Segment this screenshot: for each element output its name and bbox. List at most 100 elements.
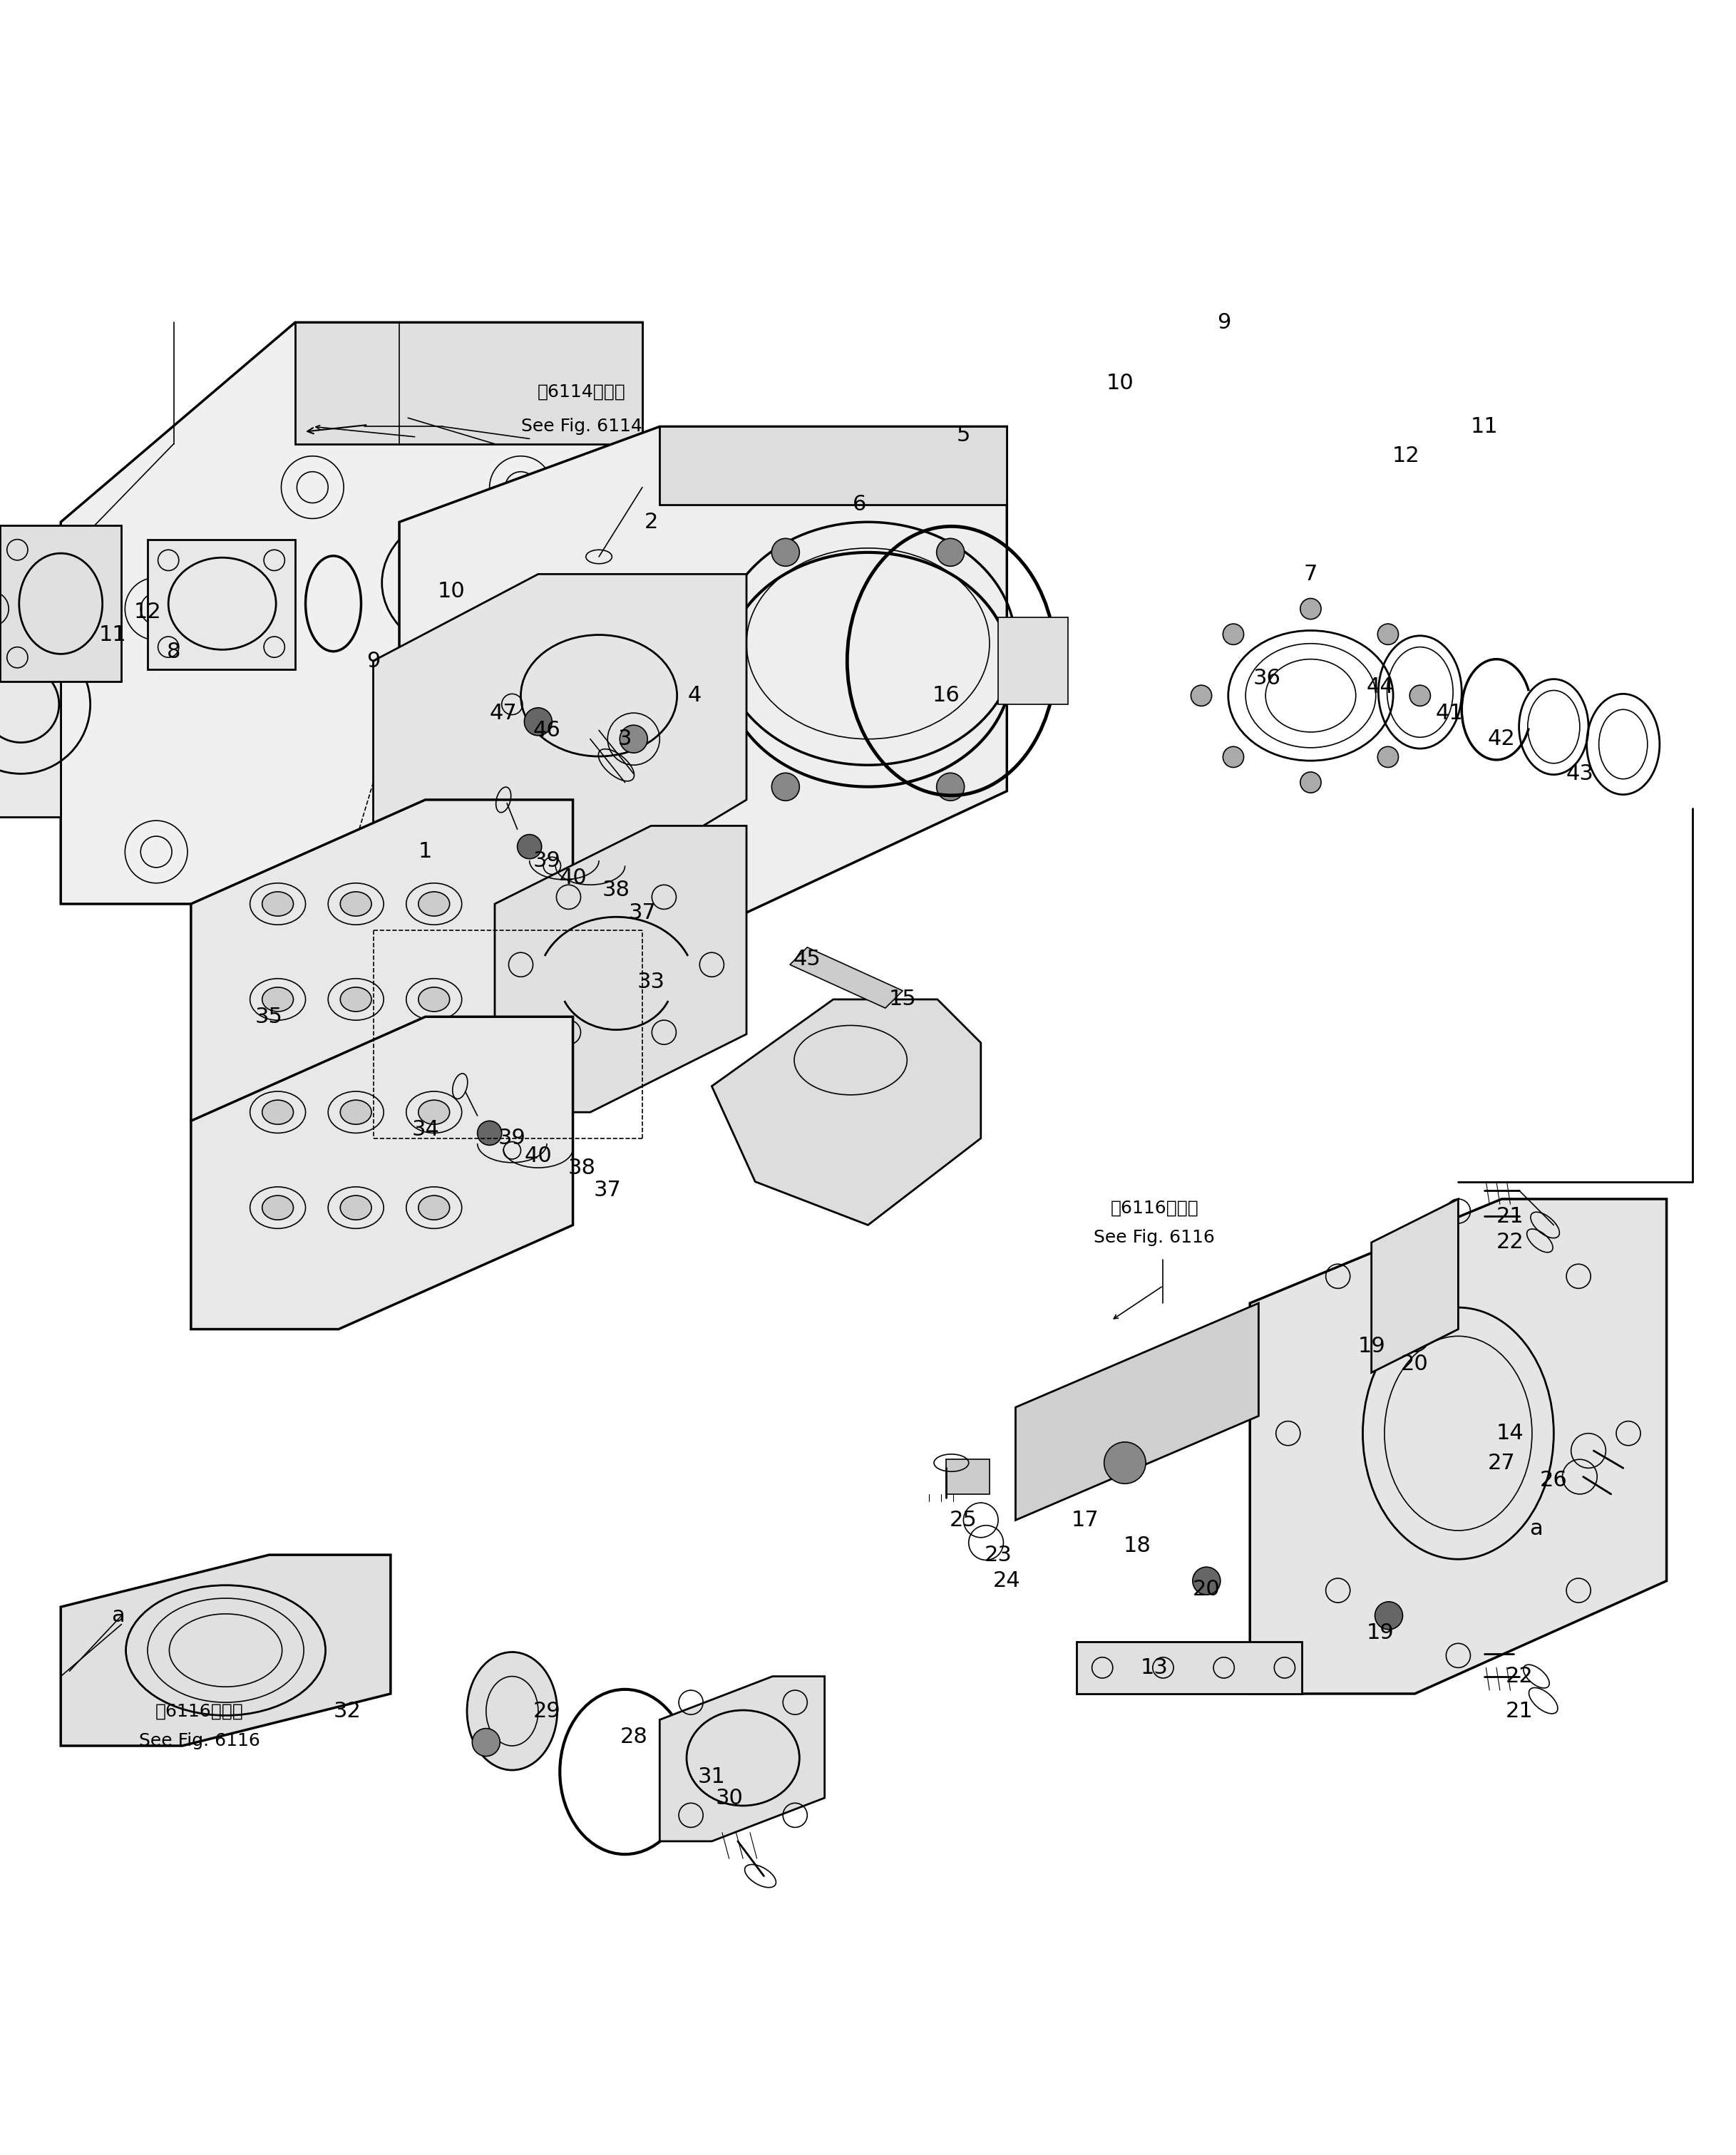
Text: 7: 7: [1304, 565, 1318, 584]
Bar: [946, 1459, 990, 1493]
Polygon shape: [660, 427, 1007, 504]
Circle shape: [1375, 1601, 1403, 1629]
Ellipse shape: [262, 892, 293, 916]
Polygon shape: [790, 948, 903, 1009]
Text: 20: 20: [1193, 1580, 1220, 1599]
Circle shape: [689, 655, 717, 683]
Circle shape: [1222, 623, 1243, 644]
Polygon shape: [0, 590, 61, 817]
Text: 44: 44: [1366, 677, 1394, 698]
Text: 12: 12: [134, 601, 161, 623]
Text: 6: 6: [852, 493, 866, 515]
Circle shape: [771, 774, 799, 802]
Circle shape: [1300, 599, 1321, 618]
Text: 10: 10: [1106, 373, 1134, 394]
Text: 33: 33: [637, 972, 665, 991]
Text: 11: 11: [99, 625, 127, 644]
Ellipse shape: [262, 987, 293, 1011]
Polygon shape: [1016, 1304, 1259, 1519]
Text: See Fig. 6114: See Fig. 6114: [521, 418, 642, 435]
Text: 37: 37: [628, 903, 656, 922]
Circle shape: [771, 539, 799, 567]
Circle shape: [937, 774, 965, 802]
Text: 36: 36: [1253, 668, 1281, 690]
Text: 25: 25: [950, 1511, 977, 1530]
Text: 31: 31: [698, 1767, 726, 1786]
Circle shape: [1378, 623, 1399, 644]
Polygon shape: [191, 800, 573, 1121]
Circle shape: [1378, 746, 1399, 767]
Ellipse shape: [340, 1099, 372, 1125]
Text: 39: 39: [533, 851, 561, 871]
Text: 16: 16: [932, 685, 960, 707]
Text: 32: 32: [333, 1700, 361, 1722]
Text: 3: 3: [618, 728, 632, 750]
Text: 10: 10: [437, 582, 465, 601]
Text: See Fig. 6116: See Fig. 6116: [139, 1733, 260, 1750]
Ellipse shape: [340, 1196, 372, 1220]
Circle shape: [1300, 771, 1321, 793]
Text: 14: 14: [1496, 1422, 1524, 1444]
Polygon shape: [1250, 1198, 1667, 1694]
Text: 43: 43: [1566, 763, 1594, 784]
Text: 37: 37: [594, 1181, 621, 1200]
Text: 38: 38: [568, 1157, 595, 1179]
Polygon shape: [660, 1677, 825, 1840]
Circle shape: [1384, 1297, 1411, 1325]
Text: 15: 15: [889, 989, 917, 1011]
Text: 27: 27: [1488, 1452, 1516, 1474]
Text: 17: 17: [1071, 1511, 1099, 1530]
Text: 18: 18: [1123, 1537, 1151, 1556]
Polygon shape: [712, 1000, 981, 1224]
Circle shape: [1191, 685, 1212, 707]
Ellipse shape: [418, 1099, 450, 1125]
Text: 5: 5: [957, 425, 970, 446]
Text: 41: 41: [1436, 703, 1463, 724]
Polygon shape: [1076, 1642, 1302, 1694]
Circle shape: [472, 1728, 500, 1756]
Text: 28: 28: [620, 1726, 648, 1748]
Circle shape: [477, 1121, 502, 1144]
Ellipse shape: [340, 892, 372, 916]
Circle shape: [1222, 746, 1243, 767]
Text: 19: 19: [1358, 1336, 1385, 1358]
Circle shape: [524, 707, 552, 735]
Polygon shape: [1371, 1198, 1458, 1373]
Ellipse shape: [418, 892, 450, 916]
Text: 11: 11: [1470, 416, 1498, 437]
Text: a: a: [1529, 1519, 1543, 1539]
Circle shape: [1193, 1567, 1220, 1595]
Text: 39: 39: [498, 1127, 526, 1149]
Polygon shape: [373, 573, 746, 903]
Text: 23: 23: [984, 1545, 1012, 1565]
Text: a: a: [111, 1605, 125, 1625]
Ellipse shape: [262, 1099, 293, 1125]
Text: 12: 12: [1392, 446, 1420, 465]
Text: 47: 47: [490, 703, 517, 724]
Text: 45: 45: [793, 948, 821, 970]
Text: 35: 35: [255, 1006, 283, 1028]
Text: 34: 34: [411, 1118, 439, 1140]
Text: 9: 9: [366, 651, 380, 670]
Text: 29: 29: [533, 1700, 561, 1722]
Text: 46: 46: [533, 720, 561, 741]
Text: 38: 38: [602, 879, 630, 901]
Ellipse shape: [418, 987, 450, 1011]
Polygon shape: [399, 427, 1007, 912]
Text: 8: 8: [167, 642, 181, 662]
Polygon shape: [61, 1556, 391, 1746]
Polygon shape: [148, 539, 295, 670]
Text: 30: 30: [715, 1786, 743, 1808]
Text: 4: 4: [687, 685, 701, 707]
Text: 1: 1: [418, 840, 432, 862]
Ellipse shape: [340, 987, 372, 1011]
Text: 9: 9: [1217, 312, 1231, 332]
Ellipse shape: [418, 1196, 450, 1220]
Polygon shape: [61, 323, 642, 903]
Text: 22: 22: [1496, 1233, 1524, 1252]
Ellipse shape: [262, 1196, 293, 1220]
Text: 21: 21: [1496, 1207, 1524, 1226]
Polygon shape: [0, 526, 122, 681]
Circle shape: [937, 539, 965, 567]
Circle shape: [1401, 1323, 1429, 1351]
